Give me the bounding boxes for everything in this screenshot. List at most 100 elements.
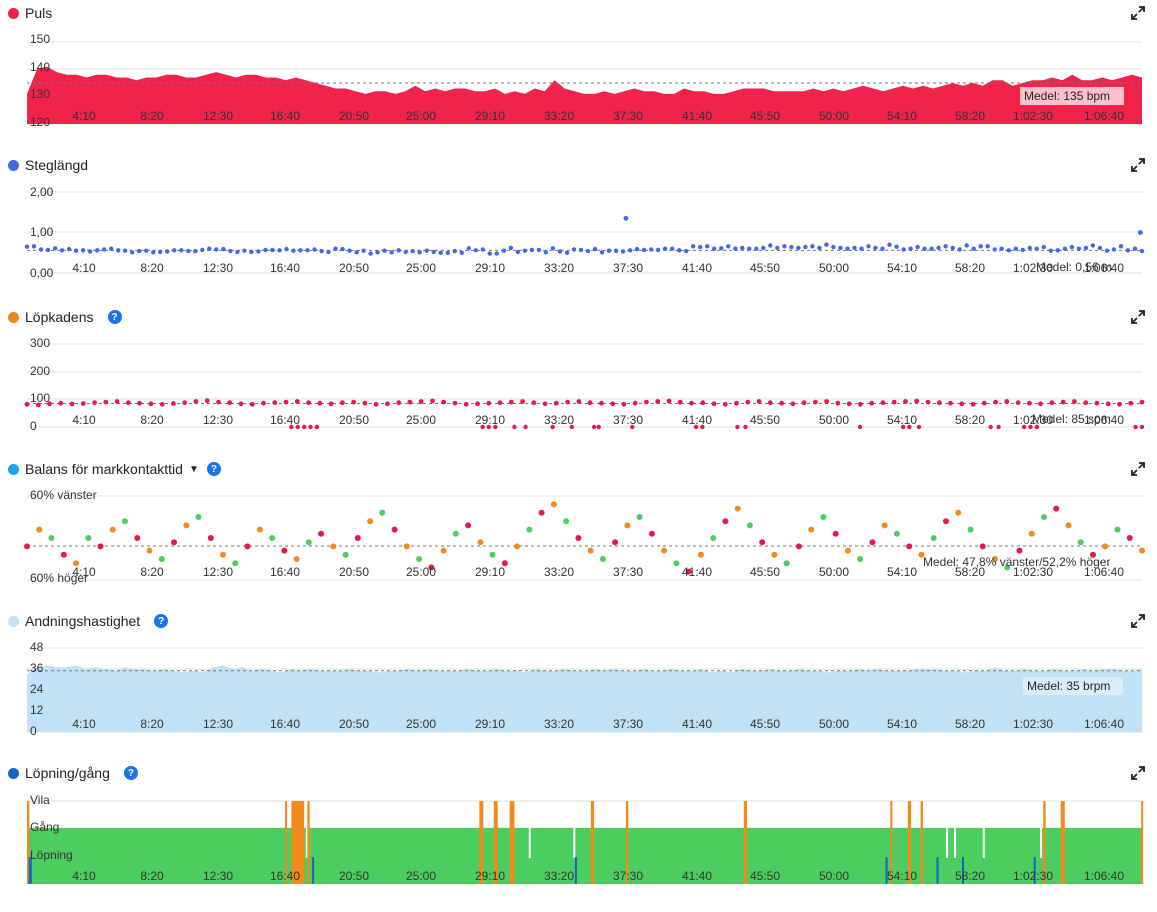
stride-point bbox=[1125, 248, 1131, 253]
cadence-point bbox=[835, 400, 841, 406]
x-tick-label: 58:20 bbox=[955, 109, 985, 123]
y-tick-label: 0 bbox=[30, 724, 37, 738]
help-icon[interactable]: ? bbox=[206, 462, 221, 476]
x-tick-label: 54:10 bbox=[887, 413, 917, 427]
stride-point bbox=[207, 246, 212, 251]
stride-point bbox=[242, 248, 247, 253]
walk-segment bbox=[1060, 801, 1065, 884]
stride-point bbox=[59, 248, 65, 253]
expand-icon[interactable] bbox=[1131, 614, 1145, 628]
balance-point bbox=[122, 518, 128, 525]
expand-icon[interactable] bbox=[1131, 462, 1145, 476]
x-tick-label: 45:50 bbox=[750, 261, 780, 275]
stride-point bbox=[80, 248, 86, 253]
rest-segment bbox=[1040, 828, 1043, 858]
x-tick-label: 33:20 bbox=[544, 413, 574, 427]
x-tick-label: 41:40 bbox=[682, 869, 712, 883]
balance-point bbox=[330, 543, 337, 550]
stride-point bbox=[866, 244, 871, 249]
stride-point bbox=[494, 251, 499, 256]
balance-point bbox=[403, 543, 410, 550]
stride-point bbox=[123, 248, 128, 253]
stride-point bbox=[452, 248, 457, 254]
y-tick-label: 12 bbox=[30, 703, 44, 717]
y-tick-label: 300 bbox=[30, 336, 50, 350]
balance-point bbox=[1090, 551, 1096, 558]
x-tick-label: 8:20 bbox=[140, 869, 164, 883]
cadence-point bbox=[193, 399, 199, 404]
stride-point bbox=[845, 246, 850, 251]
balance-title-label[interactable]: Balans för markkontakttid bbox=[25, 461, 183, 477]
stride-point bbox=[1118, 244, 1124, 249]
balance-point bbox=[489, 551, 496, 558]
balance-point bbox=[1041, 514, 1047, 520]
cadence-point bbox=[767, 400, 773, 406]
stride-panel: Steglängd 2,00 1,00 0,00 4:10 8:20 12:30 16:40… bbox=[0, 152, 1157, 304]
stride-point bbox=[838, 245, 843, 251]
expand-icon[interactable] bbox=[1131, 6, 1145, 20]
stride-point bbox=[894, 244, 899, 249]
cadence-point bbox=[565, 399, 570, 405]
stride-point bbox=[382, 248, 387, 253]
stride-point bbox=[361, 248, 366, 253]
help-icon[interactable]: ? bbox=[154, 614, 169, 628]
x-tick-label: 1:06:40 bbox=[1084, 869, 1124, 883]
stride-point bbox=[1041, 244, 1047, 250]
pulse-panel: Puls 150 140 130 120 4:10 8:20 12:30 16:40 20:50… bbox=[0, 0, 1157, 152]
expand-icon[interactable] bbox=[1131, 766, 1145, 780]
balance-point bbox=[783, 560, 790, 567]
x-tick-label: 4:10 bbox=[72, 869, 96, 883]
balance-point bbox=[820, 514, 827, 520]
cadence-point bbox=[216, 399, 221, 405]
x-tick-label: 1:02:30 bbox=[1013, 109, 1053, 123]
stride-point bbox=[1083, 245, 1089, 251]
cadence-point bbox=[261, 400, 266, 406]
help-icon[interactable]: ? bbox=[107, 310, 122, 324]
cadence-point bbox=[227, 400, 233, 406]
balance-point bbox=[575, 535, 582, 541]
stride-point bbox=[263, 247, 268, 253]
y-tick-label: 0,00 bbox=[30, 266, 54, 280]
cadence-point bbox=[204, 398, 210, 404]
x-tick-label: 41:40 bbox=[682, 717, 712, 731]
y-tick-label: 48 bbox=[30, 640, 44, 654]
expand-icon[interactable] bbox=[1131, 158, 1145, 172]
x-tick-label: 58:20 bbox=[955, 565, 985, 579]
stride-point bbox=[529, 247, 535, 253]
balance-point bbox=[759, 539, 766, 546]
x-tick-label: 54:10 bbox=[887, 717, 917, 731]
walk-segment bbox=[743, 801, 747, 884]
cadence-point bbox=[542, 401, 548, 407]
help-icon[interactable]: ? bbox=[123, 766, 138, 780]
stride-point bbox=[887, 242, 892, 247]
cadence-point bbox=[58, 400, 64, 406]
cadence-point bbox=[1139, 424, 1145, 430]
stride-point bbox=[564, 250, 570, 255]
y-tick-label: Gång bbox=[30, 820, 59, 834]
stride-point bbox=[929, 246, 934, 251]
cadence-point bbox=[396, 400, 402, 406]
cadence-point bbox=[907, 424, 912, 430]
cadence-point bbox=[92, 400, 97, 406]
balance-point bbox=[1114, 526, 1121, 533]
stride-point bbox=[515, 249, 521, 255]
cadence-point bbox=[373, 401, 379, 407]
cadence-point bbox=[756, 399, 762, 404]
dropdown-caret-icon[interactable]: ▼ bbox=[188, 463, 199, 475]
runwalk-title: Löpning/gång ? bbox=[8, 763, 138, 783]
stride-point bbox=[1139, 248, 1145, 254]
balance-point bbox=[256, 526, 263, 533]
cadence-point bbox=[948, 400, 953, 406]
stride-point bbox=[761, 245, 766, 251]
y-tick-label: 60% höger bbox=[30, 571, 88, 585]
walk-segment bbox=[907, 801, 912, 884]
cadence-point bbox=[700, 400, 706, 406]
cadence-point bbox=[970, 401, 976, 407]
cadence-point bbox=[294, 399, 300, 404]
balance-point bbox=[342, 551, 349, 558]
expand-icon[interactable] bbox=[1131, 310, 1145, 324]
walk-segment bbox=[1043, 801, 1046, 884]
balance-point bbox=[636, 514, 643, 520]
balance-point bbox=[906, 543, 913, 550]
